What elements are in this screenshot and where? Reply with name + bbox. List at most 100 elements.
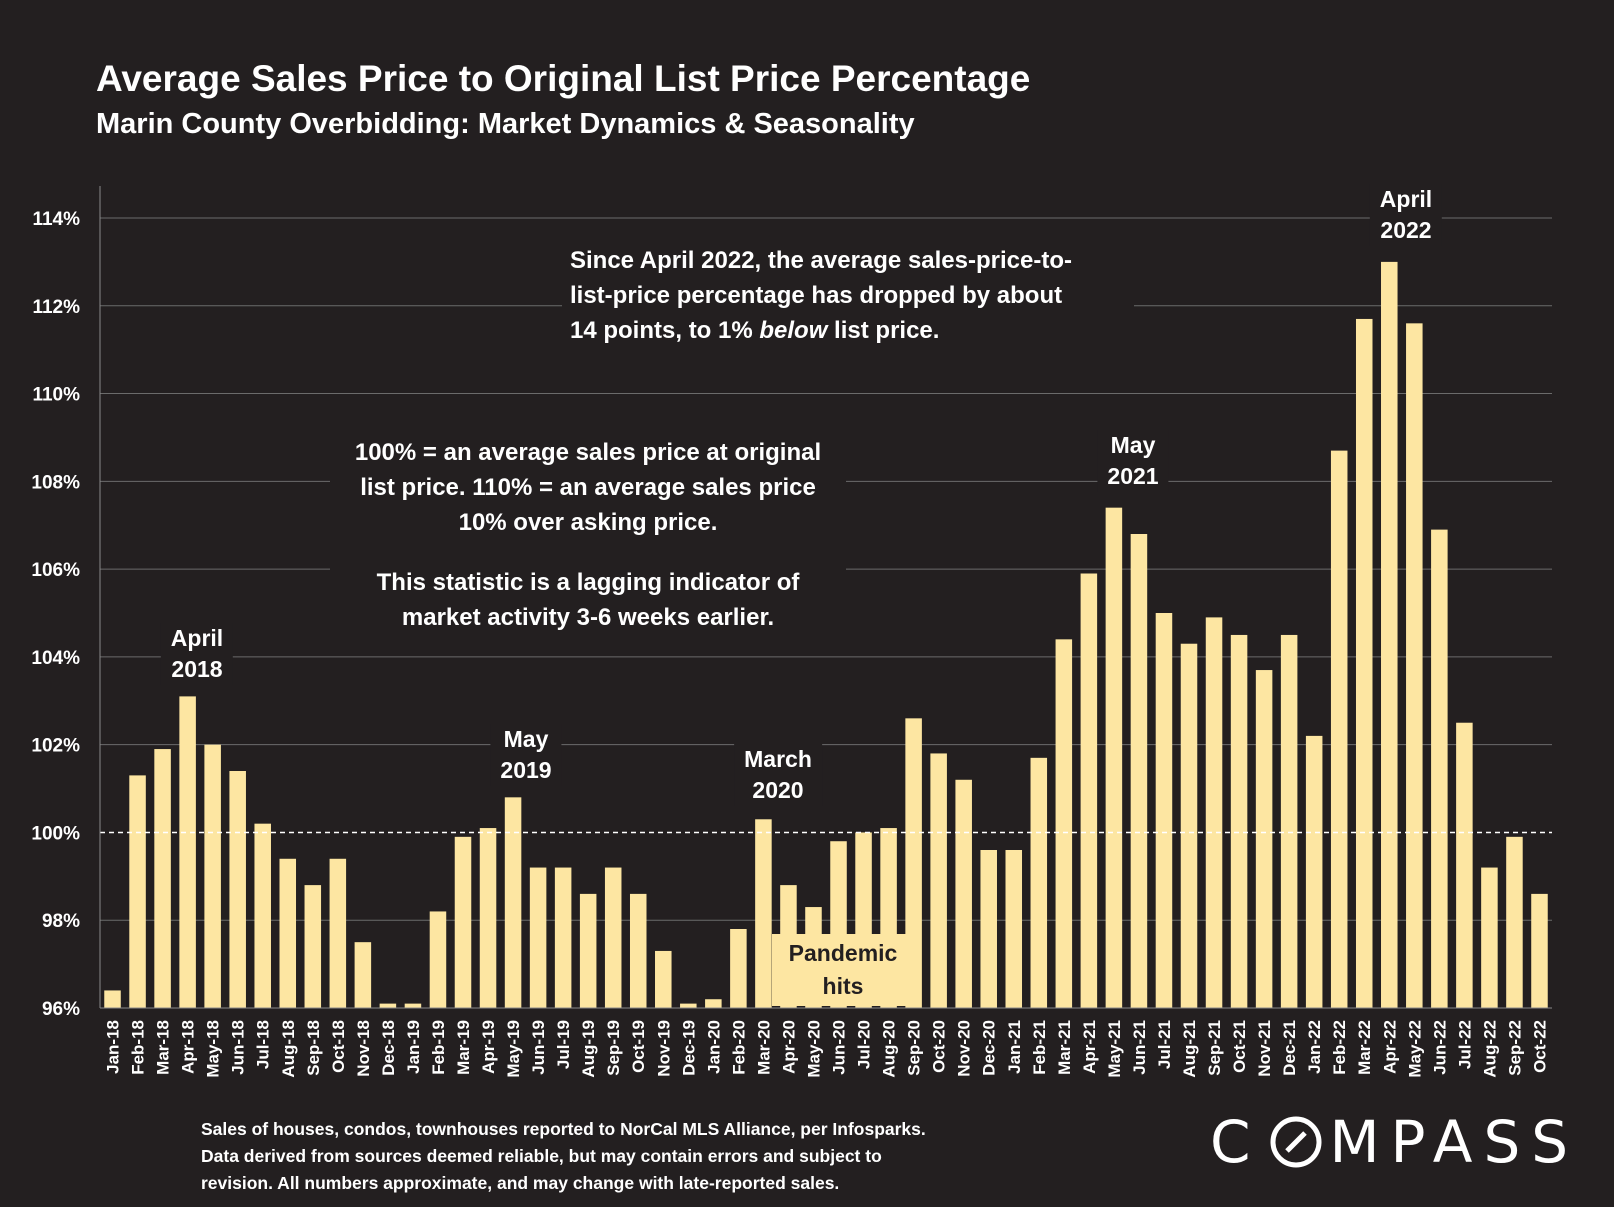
y-tick-label: 108% <box>31 472 80 493</box>
x-tick-label: Nov-18 <box>354 1020 373 1077</box>
chart-subtitle: Marin County Overbidding: Market Dynamic… <box>96 108 915 140</box>
x-tick-label: Feb-19 <box>429 1020 448 1075</box>
x-tick-label: Jun-21 <box>1130 1020 1149 1075</box>
since-april-note-line: 14 points, to 1% below list price. <box>570 317 940 344</box>
x-tick-label: May-21 <box>1105 1020 1124 1078</box>
bar <box>329 858 347 1008</box>
y-tick-label: 100% <box>31 823 80 844</box>
x-tick-label: Jul-22 <box>1455 1020 1474 1069</box>
bar <box>554 867 572 1008</box>
bar <box>730 929 747 1008</box>
y-tick-label: 104% <box>31 648 80 669</box>
x-tick-label: Jan-20 <box>704 1020 723 1074</box>
bar <box>1406 323 1423 1008</box>
x-tick-label: Jan-19 <box>404 1020 423 1074</box>
bar <box>930 753 947 1008</box>
bar <box>1155 613 1173 1008</box>
bar <box>604 867 622 1008</box>
x-tick-label: Nov-20 <box>955 1020 974 1077</box>
bar <box>1230 634 1248 1008</box>
lagging-line: This statistic is a lagging indicator of <box>376 569 800 596</box>
bar <box>279 858 297 1008</box>
x-tick-label: Sep-21 <box>1205 1020 1224 1076</box>
x-tick-label: Oct-22 <box>1530 1020 1549 1073</box>
x-tick-label: Jun-22 <box>1430 1020 1449 1075</box>
x-tick-label: Jul-19 <box>554 1020 573 1069</box>
x-tick-label: Apr-20 <box>779 1020 798 1074</box>
lagging-line: market activity 3-6 weeks earlier. <box>401 604 775 631</box>
footnote-line: Data derived from sources deemed reliabl… <box>201 1146 882 1166</box>
y-tick-label: 98% <box>42 911 80 932</box>
source-footnote: Sales of houses, condos, townhouses repo… <box>201 1116 1011 1197</box>
bar <box>955 779 972 1008</box>
percentage-explanation-note: 100% = an average sales price at origina… <box>330 433 846 637</box>
bar <box>254 823 271 1008</box>
bar <box>629 893 647 1008</box>
x-tick-label: Sep-18 <box>304 1020 323 1076</box>
x-tick-label: Feb-22 <box>1330 1020 1349 1075</box>
bar <box>1280 634 1298 1008</box>
x-tick-label: Nov-19 <box>654 1020 673 1077</box>
explain-line: 10% over asking price. <box>458 509 718 536</box>
bar <box>1381 261 1398 1008</box>
x-tick-label: Mar-18 <box>154 1020 173 1075</box>
x-tick-label: Mar-19 <box>454 1020 473 1075</box>
bar <box>1205 617 1223 1008</box>
x-tick-label: May-20 <box>804 1020 823 1078</box>
bar <box>1506 836 1523 1008</box>
x-tick-label: Jan-18 <box>104 1020 123 1074</box>
x-tick-label: Mar-21 <box>1055 1020 1074 1075</box>
bar <box>154 749 171 1008</box>
bar <box>680 1003 697 1008</box>
bar <box>529 867 547 1008</box>
x-tick-label: Aug-19 <box>579 1020 598 1078</box>
bar <box>204 744 221 1008</box>
bar <box>980 850 997 1008</box>
x-tick-label: Jul-18 <box>254 1020 273 1069</box>
bar <box>1456 722 1473 1008</box>
x-tick-label: Sep-22 <box>1505 1020 1524 1076</box>
y-tick-label: 102% <box>31 736 80 757</box>
since-april-note: Since April 2022, the average sales-pric… <box>562 241 1134 350</box>
bar <box>379 1003 397 1008</box>
bar <box>1005 850 1023 1008</box>
bar <box>454 836 472 1008</box>
explain-line: 100% = an average sales price at origina… <box>354 439 822 466</box>
x-tick-label: Dec-20 <box>980 1020 999 1076</box>
pandemic-hits-label: Pandemic hits <box>772 934 914 1006</box>
compass-o-icon <box>1270 1116 1321 1168</box>
x-tick-label: Dec-19 <box>679 1020 698 1076</box>
bar <box>755 819 772 1008</box>
bar <box>304 885 322 1008</box>
x-tick-label: Jan-22 <box>1305 1020 1324 1074</box>
y-tick-label: 96% <box>42 999 80 1020</box>
bar <box>404 1003 422 1008</box>
x-tick-label: Jun-18 <box>229 1020 248 1075</box>
x-tick-label: Sep-19 <box>604 1020 623 1076</box>
x-tick-label: Aug-22 <box>1480 1020 1499 1078</box>
peak-label-april-2022: April 2022 <box>1369 184 1443 246</box>
peak-label-april-2018: April 2018 <box>160 623 234 685</box>
x-tick-label: Oct-18 <box>329 1020 348 1073</box>
bar <box>179 696 196 1008</box>
bar <box>655 950 672 1008</box>
bar <box>504 797 522 1008</box>
x-tick-label: Jul-21 <box>1155 1020 1174 1069</box>
bars <box>104 261 1548 1009</box>
x-tick-label: May-19 <box>504 1020 523 1078</box>
peak-label-may-2021: May 2021 <box>1097 430 1169 492</box>
x-tick-label: Apr-22 <box>1380 1020 1399 1074</box>
y-tick-labels: 96% 98% 100% 102% 104% 106% 108% 110% 112% 114% <box>31 209 80 1020</box>
x-tick-label: May-22 <box>1405 1020 1424 1078</box>
footnote-line: revision. All numbers approximate, and m… <box>201 1173 840 1193</box>
bar <box>1305 735 1323 1008</box>
emphasis-below: below <box>759 317 828 344</box>
bar <box>1180 643 1198 1008</box>
x-tick-label: Jun-19 <box>529 1020 548 1075</box>
axes <box>99 186 1552 1009</box>
x-tick-label: Mar-22 <box>1355 1020 1374 1075</box>
x-tick-label: Nov-21 <box>1255 1020 1274 1077</box>
x-tick-label: Aug-18 <box>279 1020 298 1078</box>
bar <box>354 942 372 1008</box>
since-april-note-line: list-price percentage has dropped by abo… <box>570 282 1063 309</box>
